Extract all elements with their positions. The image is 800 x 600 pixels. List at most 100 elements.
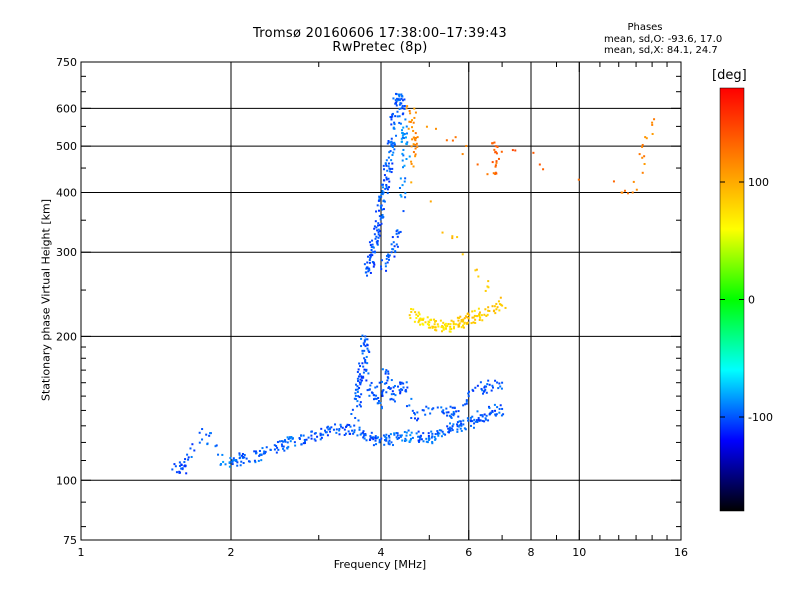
- data-point: [391, 162, 394, 165]
- data-point: [390, 118, 393, 121]
- data-point: [483, 390, 486, 393]
- data-point: [310, 430, 313, 433]
- data-point: [220, 463, 223, 466]
- data-point: [332, 428, 335, 431]
- data-point: [447, 427, 450, 430]
- data-point: [392, 386, 395, 389]
- data-point: [454, 323, 457, 326]
- data-point: [356, 434, 359, 437]
- data-point: [186, 453, 189, 456]
- data-point: [502, 413, 505, 416]
- data-point: [394, 101, 397, 104]
- data-point: [376, 402, 379, 405]
- data-point: [338, 428, 341, 431]
- data-point: [388, 180, 391, 183]
- data-point: [485, 414, 488, 417]
- x-tick-label: 16: [674, 546, 688, 559]
- data-point: [478, 311, 481, 314]
- data-point: [394, 394, 397, 397]
- data-point: [388, 254, 391, 257]
- data-point: [456, 428, 459, 431]
- data-point: [428, 323, 431, 326]
- data-point: [390, 379, 393, 382]
- data-point: [390, 171, 393, 174]
- data-point: [366, 255, 369, 258]
- data-point: [361, 431, 364, 434]
- data-point: [495, 308, 498, 311]
- data-point: [303, 438, 306, 441]
- data-point: [462, 404, 465, 407]
- data-point: [429, 412, 432, 415]
- data-point: [396, 434, 399, 437]
- data-point: [461, 324, 464, 327]
- data-point: [401, 388, 404, 391]
- data-point: [376, 229, 379, 232]
- data-point: [494, 165, 497, 168]
- data-point: [341, 426, 344, 429]
- data-point: [393, 384, 396, 387]
- data-point: [400, 388, 403, 391]
- data-point: [449, 405, 452, 408]
- data-point: [458, 420, 461, 423]
- data-point: [382, 199, 385, 202]
- data-point: [354, 383, 357, 386]
- data-point: [407, 127, 410, 130]
- data-point: [365, 379, 368, 382]
- data-point: [370, 253, 373, 256]
- data-point: [401, 132, 404, 135]
- data-point: [385, 382, 388, 385]
- data-point: [362, 365, 365, 368]
- data-point: [298, 437, 301, 440]
- data-point: [206, 442, 209, 445]
- data-point: [303, 442, 306, 445]
- data-point: [461, 320, 464, 323]
- data-point: [335, 428, 338, 431]
- data-point: [417, 417, 420, 420]
- data-point: [471, 415, 474, 418]
- data-point: [392, 142, 395, 145]
- data-point: [404, 192, 407, 195]
- data-point: [377, 436, 380, 439]
- data-point: [487, 419, 490, 422]
- data-point: [399, 392, 402, 395]
- data-point: [448, 422, 451, 425]
- data-point: [393, 245, 396, 248]
- data-point: [385, 187, 388, 190]
- data-point: [394, 251, 397, 254]
- data-point: [205, 433, 208, 436]
- data-point: [472, 321, 475, 324]
- data-point: [408, 120, 411, 123]
- data-point: [368, 261, 371, 264]
- data-point: [449, 429, 452, 432]
- data-point: [463, 322, 466, 325]
- data-point: [416, 411, 419, 414]
- data-point: [416, 136, 419, 139]
- data-point: [412, 308, 415, 311]
- data-point: [465, 399, 468, 402]
- data-point: [462, 318, 465, 321]
- data-point: [386, 192, 389, 195]
- data-point: [448, 428, 451, 431]
- data-point: [231, 460, 234, 463]
- data-point: [238, 457, 241, 460]
- data-point: [375, 437, 378, 440]
- data-point: [289, 437, 292, 440]
- data-point: [395, 431, 398, 434]
- data-point: [324, 429, 327, 432]
- data-point: [436, 406, 439, 409]
- data-point: [273, 448, 276, 451]
- data-point: [485, 314, 488, 317]
- data-point: [483, 386, 486, 389]
- data-point: [460, 320, 463, 323]
- data-point: [431, 408, 434, 411]
- data-point: [498, 309, 501, 312]
- data-point: [282, 440, 285, 443]
- data-point: [183, 464, 186, 467]
- data-point: [373, 394, 376, 397]
- data-point: [475, 315, 478, 318]
- data-point: [449, 323, 452, 326]
- data-point: [359, 383, 362, 386]
- data-point: [410, 416, 413, 419]
- data-point: [632, 180, 635, 183]
- data-point: [411, 119, 414, 122]
